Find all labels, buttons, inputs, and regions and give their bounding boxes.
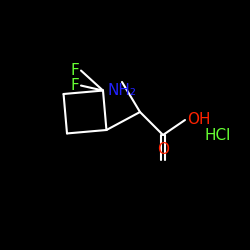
Text: HCl: HCl (205, 128, 232, 142)
Text: NH₂: NH₂ (108, 83, 136, 98)
Text: F: F (70, 78, 79, 93)
Text: F: F (70, 63, 79, 78)
Text: O: O (157, 142, 169, 157)
Text: OH: OH (187, 112, 210, 128)
